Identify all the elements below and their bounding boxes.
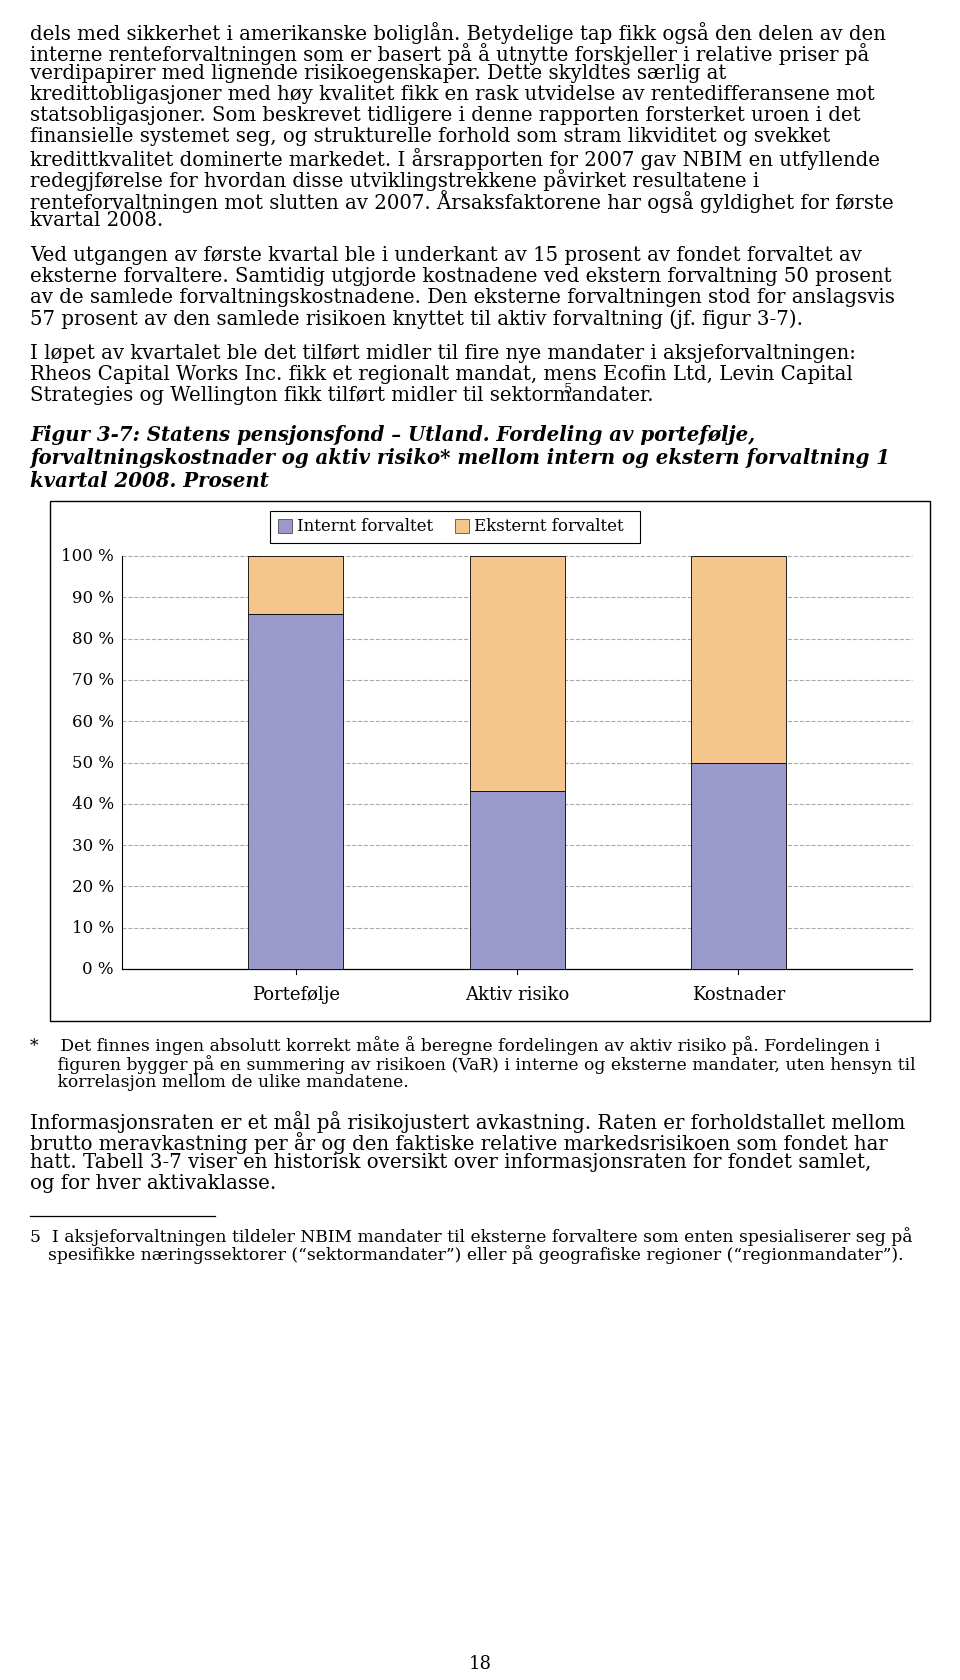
Text: 60 %: 60 % <box>72 714 114 731</box>
Text: 5  I aksjeforvaltningen tildeler NBIM mandater til eksterne forvaltere som enten: 5 I aksjeforvaltningen tildeler NBIM man… <box>30 1226 913 1245</box>
Text: interne renteforvaltningen som er basert på å utnytte forskjeller i relative pri: interne renteforvaltningen som er basert… <box>30 44 869 66</box>
Bar <box>249 615 344 969</box>
Text: Eksternt forvaltet: Eksternt forvaltet <box>474 517 624 536</box>
Bar <box>455 519 469 534</box>
Text: Strategies og Wellington fikk tilført midler til sektormandater.: Strategies og Wellington fikk tilført mi… <box>30 386 654 405</box>
Text: dels med sikkerhet i amerikanske boliglån. Betydelige tap fikk også den delen av: dels med sikkerhet i amerikanske boliglå… <box>30 22 886 44</box>
Bar <box>249 556 344 615</box>
Bar <box>469 556 564 791</box>
Bar <box>691 763 785 969</box>
Text: verdipapirer med lignende risikoegenskaper. Dette skyldtes særlig at: verdipapirer med lignende risikoegenskap… <box>30 64 727 82</box>
Bar <box>278 519 292 534</box>
Text: 50 %: 50 % <box>72 754 114 771</box>
Text: *    Det finnes ingen absolutt korrekt måte å beregne fordelingen av aktiv risik: * Det finnes ingen absolutt korrekt måte… <box>30 1035 880 1055</box>
Text: 70 %: 70 % <box>72 672 114 689</box>
Text: 57 prosent av den samlede risikoen knyttet til aktiv forvaltning (jf. figur 3-7): 57 prosent av den samlede risikoen knytt… <box>30 309 803 329</box>
Text: Ved utgangen av første kvartal ble i underkant av 15 prosent av fondet forvaltet: Ved utgangen av første kvartal ble i und… <box>30 245 862 265</box>
Text: 5: 5 <box>564 383 572 396</box>
Text: Aktiv risiko: Aktiv risiko <box>465 986 569 1003</box>
Text: I løpet av kvartalet ble det tilført midler til fire nye mandater i aksjeforvalt: I løpet av kvartalet ble det tilført mid… <box>30 344 856 363</box>
Text: hatt. Tabell 3-7 viser en historisk oversikt over informasjonsraten for fondet s: hatt. Tabell 3-7 viser en historisk over… <box>30 1152 872 1171</box>
Text: redegjførelse for hvordan disse utviklingstrekkene påvirket resultatene i: redegjførelse for hvordan disse utviklin… <box>30 170 759 192</box>
Text: 80 %: 80 % <box>72 630 114 648</box>
Text: Kostnader: Kostnader <box>691 986 785 1003</box>
Bar <box>50 502 930 1021</box>
Text: 10 %: 10 % <box>72 919 114 937</box>
Text: Rheos Capital Works Inc. fikk et regionalt mandat, mens Ecofin Ltd, Levin Capita: Rheos Capital Works Inc. fikk et regiona… <box>30 365 852 383</box>
Bar <box>270 512 640 544</box>
Text: forvaltningskostnader og aktiv risiko* mellom intern og ekstern forvaltning 1: forvaltningskostnader og aktiv risiko* m… <box>30 449 890 467</box>
Text: 100 %: 100 % <box>61 548 114 564</box>
Text: 90 %: 90 % <box>72 590 114 606</box>
Text: kredittobligasjoner med høy kvalitet fikk en rask utvidelse av rentedifferansene: kredittobligasjoner med høy kvalitet fik… <box>30 86 875 104</box>
Text: eksterne forvaltere. Samtidig utgjorde kostnadene ved ekstern forvaltning 50 pro: eksterne forvaltere. Samtidig utgjorde k… <box>30 267 892 286</box>
Text: renteforvaltningen mot slutten av 2007. Årsaksfaktorene har også gyldighet for f: renteforvaltningen mot slutten av 2007. … <box>30 190 894 213</box>
Text: 30 %: 30 % <box>72 837 114 853</box>
Text: Figur 3-7: Statens pensjonsfond – Utland. Fordeling av portefølje,: Figur 3-7: Statens pensjonsfond – Utland… <box>30 425 756 445</box>
Text: 40 %: 40 % <box>72 796 114 813</box>
Bar <box>469 791 564 969</box>
Text: kredittkvalitet dominerte markedet. I årsrapporten for 2007 gav NBIM en utfyllen: kredittkvalitet dominerte markedet. I år… <box>30 148 880 170</box>
Text: korrelasjon mellom de ulike mandatene.: korrelasjon mellom de ulike mandatene. <box>30 1074 409 1090</box>
Text: kvartal 2008. Prosent: kvartal 2008. Prosent <box>30 470 269 491</box>
Text: 0 %: 0 % <box>83 961 114 978</box>
Bar <box>691 556 785 763</box>
Text: spesifikke næringssektorer (“sektormandater”) eller på geografiske regioner (“re: spesifikke næringssektorer (“sektormanda… <box>48 1245 903 1263</box>
Text: av de samlede forvaltningskostnadene. Den eksterne forvaltningen stod for anslag: av de samlede forvaltningskostnadene. De… <box>30 287 895 307</box>
Text: kvartal 2008.: kvartal 2008. <box>30 212 163 230</box>
Text: 18: 18 <box>468 1655 492 1672</box>
Text: statsobligasjoner. Som beskrevet tidligere i denne rapporten forsterket uroen i : statsobligasjoner. Som beskrevet tidlige… <box>30 106 860 124</box>
Text: og for hver aktivaklasse.: og for hver aktivaklasse. <box>30 1173 276 1193</box>
Text: Informasjonsraten er et mål på risikojustert avkastning. Raten er forholdstallet: Informasjonsraten er et mål på risikojus… <box>30 1110 905 1132</box>
Text: brutto meravkastning per år og den faktiske relative markedsrisikoen som fondet : brutto meravkastning per år og den fakti… <box>30 1131 888 1152</box>
Text: Portefølje: Portefølje <box>252 986 340 1003</box>
Text: 20 %: 20 % <box>72 879 114 895</box>
Text: Internt forvaltet: Internt forvaltet <box>297 517 433 536</box>
Text: figuren bygger på en summering av risikoen (VaR) i interne og eksterne mandater,: figuren bygger på en summering av risiko… <box>30 1055 916 1074</box>
Text: finansielle systemet seg, og strukturelle forhold som stram likviditet og svekke: finansielle systemet seg, og strukturell… <box>30 128 830 146</box>
